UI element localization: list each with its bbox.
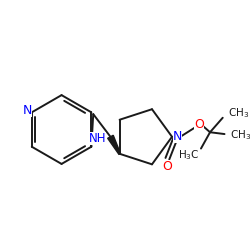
Text: O: O (162, 160, 172, 173)
Text: CH$_3$: CH$_3$ (230, 128, 250, 142)
Text: CH$_3$: CH$_3$ (228, 106, 249, 120)
Text: NH: NH (88, 132, 106, 145)
Text: O: O (194, 118, 204, 132)
Text: N: N (22, 104, 32, 117)
Text: H$_3$C: H$_3$C (178, 148, 199, 162)
Text: N: N (173, 130, 182, 143)
Polygon shape (108, 135, 120, 154)
